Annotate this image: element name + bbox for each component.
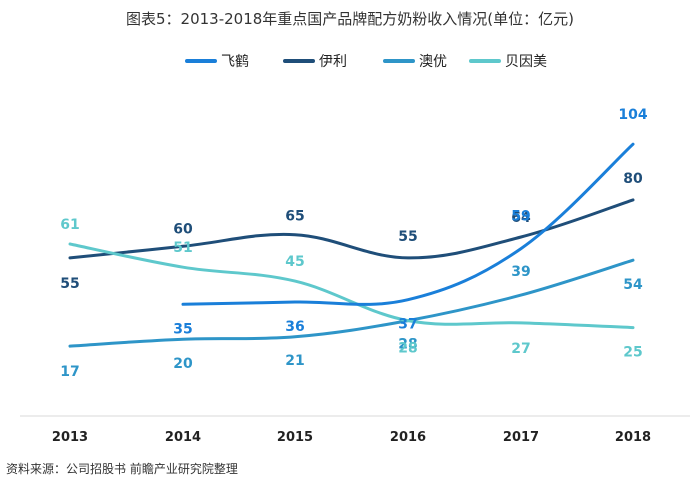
data-label: 55 — [398, 229, 417, 245]
data-label: 54 — [623, 277, 643, 293]
data-label: 27 — [511, 341, 530, 357]
series-lines — [68, 142, 635, 348]
legend: 飞鹤 伊利 澳优 贝因美 — [185, 54, 547, 70]
data-label: 61 — [60, 217, 79, 233]
data-label: 17 — [60, 364, 79, 380]
line-chart: 飞鹤 伊利 澳优 贝因美 55 60 65 55 64 80 17 20 21 28 39 54 61 51 45… — [20, 54, 690, 445]
data-label: 35 — [173, 321, 192, 337]
series-line-3 — [68, 242, 635, 330]
data-label: 25 — [623, 345, 642, 361]
data-label: 65 — [285, 209, 304, 225]
data-label: 37 — [398, 317, 417, 333]
data-label: 64 — [511, 210, 531, 226]
data-label: 21 — [285, 353, 304, 369]
data-label: 45 — [285, 254, 304, 270]
legend-label: 澳优 — [419, 54, 447, 70]
x-tick-2017: 2017 — [503, 430, 539, 445]
x-tick-2014: 2014 — [165, 430, 201, 445]
series-line-1 — [68, 198, 635, 260]
data-label: 28 — [398, 341, 417, 357]
x-tick-2013: 2013 — [52, 430, 88, 445]
data-label: 36 — [285, 319, 304, 335]
data-label: 28 — [398, 337, 417, 353]
data-labels: 55 60 65 55 64 80 17 20 21 28 39 54 61 51 45 28 27 25 35 36… — [60, 107, 648, 380]
chart-title: 图表5：2013-2018年重点国产品牌配方奶粉收入情况(单位：亿元) — [125, 10, 574, 28]
legend-label: 伊利 — [319, 54, 347, 70]
legend-label: 飞鹤 — [221, 54, 249, 70]
x-tick-2018: 2018 — [615, 430, 651, 445]
data-label: 39 — [511, 264, 530, 280]
series-line-0 — [181, 142, 635, 306]
data-label: 104 — [618, 107, 647, 123]
data-label: 20 — [173, 356, 193, 372]
x-tick-labels: 2013 2014 2015 2016 2017 2018 — [52, 430, 651, 445]
data-label: 80 — [623, 171, 643, 187]
x-tick-2016: 2016 — [390, 430, 426, 445]
data-label: 60 — [173, 221, 193, 237]
data-label: 51 — [173, 240, 192, 256]
x-tick-2015: 2015 — [277, 430, 313, 445]
series-line-2 — [68, 258, 635, 348]
data-label: 59 — [511, 209, 530, 225]
legend-label: 贝因美 — [505, 54, 547, 70]
source-note: 资料来源：公司招股书 前瞻产业研究院整理 — [6, 462, 238, 476]
data-label: 55 — [60, 276, 79, 292]
